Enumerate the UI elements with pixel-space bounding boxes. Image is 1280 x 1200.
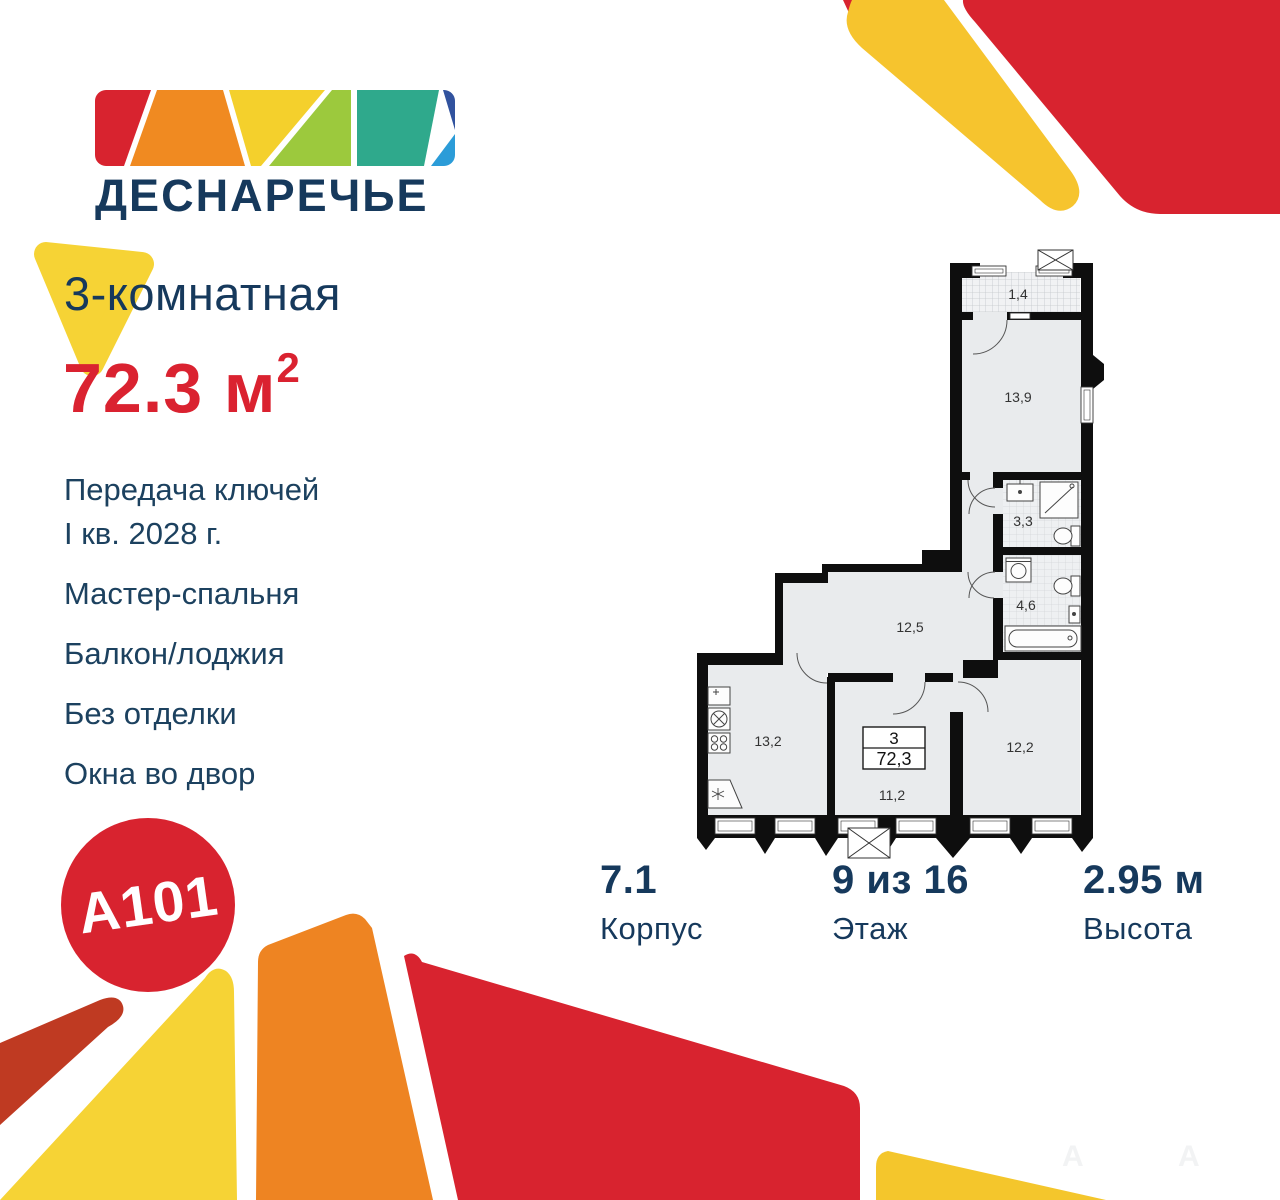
stat-floor: 9 из 16 Этаж — [832, 858, 969, 947]
feature-handover-line1: Передача ключей — [64, 472, 320, 507]
label-balcony: 1,4 — [1008, 286, 1028, 302]
developer-name: A101 — [74, 863, 222, 947]
label-bathroom-large: 4,6 — [1016, 597, 1036, 613]
stat-ceiling-height: 2.95 м Высота — [1083, 858, 1205, 947]
label-bedroom-middle: 11,2 — [879, 787, 905, 803]
feature-list: Передача ключей I кв. 2028 г. Мастер-спа… — [64, 468, 319, 812]
stat-ceiling-value: 2.95 м — [1083, 858, 1205, 902]
plan-floors — [708, 272, 1081, 815]
plan-door-arcs — [796, 319, 1008, 715]
stat-floor-value: 9 из 16 — [832, 858, 969, 902]
vent-shaft-icon — [847, 249, 1074, 859]
deco-yellow-wedge-top-right — [846, 0, 1080, 211]
feature-courtyard-windows: Окна во двор — [64, 756, 256, 791]
deco-orange-shape-bottom — [256, 913, 433, 1200]
brand-name: ДЕСНАРЕЧЬЕ — [95, 170, 429, 221]
deco-yellow-triangle-heading — [34, 242, 154, 376]
rooms-title: 3-комнатная — [64, 267, 341, 320]
unit-total-area: 72,3 — [876, 749, 911, 769]
feature-balcony: Балкон/лоджия — [64, 636, 285, 671]
plan-room-labels: 1,4 13,9 3,3 4,6 12,5 13,2 11,2 12,2 — [754, 286, 1036, 803]
stat-building-value: 7.1 — [600, 858, 658, 902]
deco-yellow-triangle-bottom-left — [0, 968, 237, 1200]
developer-logo: A101 — [61, 818, 235, 992]
area-value: 72.3 м — [63, 349, 277, 427]
floor-plan: 1,4 13,9 3,3 4,6 12,5 13,2 11,2 12,2 3 7… — [697, 249, 1104, 859]
deco-red-pentagon-bottom — [404, 953, 860, 1200]
watermark-letter: A — [1062, 1140, 1084, 1173]
feature-master-bedroom: Мастер-спальня — [64, 576, 300, 611]
plan-fixtures — [707, 480, 1082, 809]
stat-building: 7.1 Корпус — [600, 858, 703, 947]
deco-red-polygon-top-right — [962, 0, 1280, 214]
label-bedroom-right: 12,2 — [1006, 739, 1033, 755]
unit-rooms-count: 3 — [889, 729, 898, 748]
area-superscript: 2 — [276, 343, 301, 391]
watermark-letter: A — [1178, 1140, 1200, 1173]
label-master-bedroom: 13,9 — [1004, 389, 1031, 405]
stat-floor-label: Этаж — [832, 911, 909, 946]
apartment-area: 72.3 м2 — [63, 344, 301, 428]
label-kitchen: 13,2 — [754, 733, 781, 749]
feature-no-finishing: Без отделки — [64, 696, 237, 731]
label-hallway: 12,5 — [896, 619, 923, 635]
stat-building-label: Корпус — [600, 911, 703, 946]
label-bathroom-small: 3,3 — [1013, 513, 1033, 529]
unit-summary-box: 3 72,3 — [862, 726, 926, 770]
brand-logo: ДЕСНАРЕЧЬЕ — [95, 90, 475, 222]
logo-mosaic-icon — [95, 90, 455, 166]
stat-ceiling-label: Высота — [1083, 911, 1193, 946]
deco-yellow-corner-bottom-right — [876, 1151, 1106, 1200]
feature-handover-line2: I кв. 2028 г. — [64, 516, 223, 551]
deco-brick-wedge — [0, 997, 124, 1125]
